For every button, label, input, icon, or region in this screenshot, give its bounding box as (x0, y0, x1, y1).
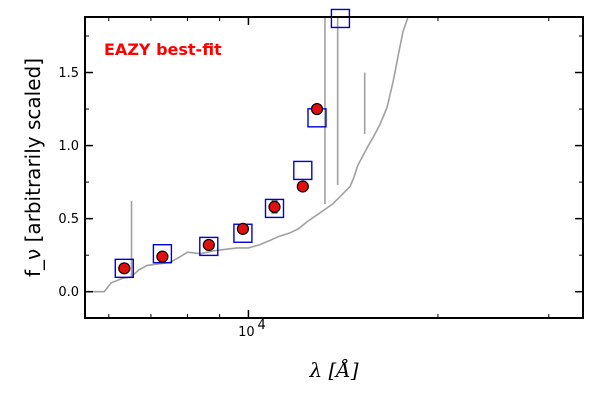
legend-annotation: EAZY best-fit (104, 40, 222, 59)
observed-marker (296, 180, 309, 193)
observed-marker (118, 262, 131, 275)
plot-frame (84, 16, 584, 319)
observed-photometry (118, 102, 324, 275)
template-spectrum (85, 17, 409, 293)
template-line (85, 17, 409, 293)
observed-point (296, 180, 309, 193)
observed-marker (156, 250, 169, 263)
observed-marker (268, 200, 281, 214)
observed-marker (202, 238, 215, 252)
model-point (293, 160, 313, 181)
observed-point (156, 250, 169, 263)
model-point (264, 198, 285, 219)
observed-point (202, 238, 215, 252)
y-axis-label-text: f_ν [arbitrarily scaled] (21, 58, 45, 277)
x-tick-label: 10 (238, 325, 255, 340)
x-tick-label-exponent: 4 (257, 318, 265, 333)
observed-marker (310, 102, 324, 116)
x-axis-label-text: λ [Å] (308, 357, 358, 382)
observed-point (268, 200, 281, 214)
x-axis-label: λ [Å] (308, 357, 358, 382)
y-axis-label: f_ν [arbitrarily scaled] (21, 58, 45, 277)
y-tick-label: 0.0 (58, 285, 79, 300)
model-point (330, 8, 351, 29)
y-tick-label: 1.0 (58, 139, 79, 154)
model-point (114, 258, 134, 279)
axes: 0.0 0.5 1.0 1.5 10 4 (58, 16, 584, 340)
model-point (199, 236, 219, 257)
observed-point (310, 102, 324, 116)
observed-point (236, 222, 250, 235)
observed-marker (236, 222, 250, 235)
y-tick-label: 1.5 (58, 66, 79, 81)
observed-point (118, 262, 131, 275)
y-tick-label: 0.5 (58, 212, 79, 227)
